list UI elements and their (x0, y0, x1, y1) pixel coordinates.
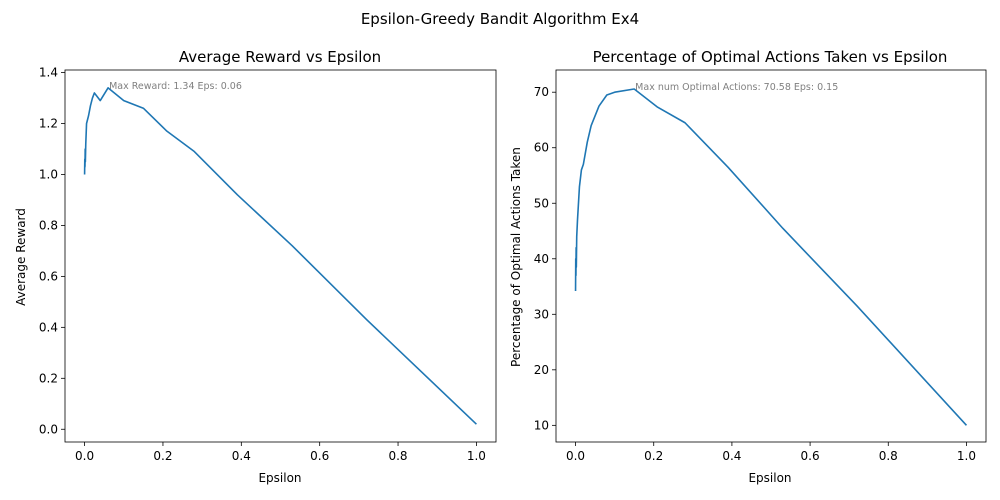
x-tick-label: 0.0 (566, 449, 585, 463)
x-tick-label: 1.0 (467, 449, 486, 463)
subplot-average-reward: Average Reward vs Epsilon Epsilon Averag… (14, 48, 497, 485)
x-tick-label: 0.6 (310, 449, 329, 463)
y-tick-label: 1.0 (39, 167, 58, 181)
x-axis-label: Epsilon (748, 471, 791, 485)
plot-frame (555, 69, 987, 443)
subplot-optimal-actions: Percentage of Optimal Actions Taken vs E… (509, 48, 987, 485)
x-tick-label: 1.0 (957, 449, 976, 463)
max-annotation: Max Reward: 1.34 Eps: 0.06 (109, 81, 242, 92)
max-annotation: Max num Optimal Actions: 70.58 Eps: 0.15 (635, 82, 838, 93)
y-tick-label: 0.4 (39, 320, 58, 334)
y-tick-label: 1.4 (39, 66, 58, 80)
x-tick-label: 0.8 (879, 449, 898, 463)
y-axis-label: Percentage of Optimal Actions Taken (509, 147, 523, 367)
x-tick-label: 0.2 (644, 449, 663, 463)
series-line (83, 87, 477, 425)
plot-frame (64, 69, 497, 443)
figure-suptitle: Epsilon-Greedy Bandit Algorithm Ex4 (361, 10, 639, 28)
x-tick-label: 0.6 (801, 449, 820, 463)
y-tick-label: 0.8 (39, 218, 58, 232)
subplot-title: Percentage of Optimal Actions Taken vs E… (593, 48, 948, 66)
y-tick-label: 70 (534, 85, 549, 99)
x-tick-label: 0.4 (722, 449, 741, 463)
x-axis-label: Epsilon (258, 471, 301, 485)
x-tick-label: 0.2 (153, 449, 172, 463)
x-tick-label: 0.8 (388, 449, 407, 463)
y-tick-label: 0.0 (39, 422, 58, 436)
y-tick-label: 0.6 (39, 269, 58, 283)
y-tick-label: 30 (534, 307, 549, 321)
subplot-title: Average Reward vs Epsilon (179, 48, 381, 66)
y-tick-label: 0.2 (39, 371, 58, 385)
x-tick-label: 0.0 (75, 449, 94, 463)
y-tick-label: 60 (534, 141, 549, 155)
y-tick-label: 20 (534, 363, 549, 377)
x-tick-label: 0.4 (232, 449, 251, 463)
y-tick-label: 1.2 (39, 117, 58, 131)
y-tick-label: 50 (534, 196, 549, 210)
y-tick-label: 40 (534, 252, 549, 266)
y-axis-label: Average Reward (14, 208, 28, 306)
y-tick-label: 10 (534, 418, 549, 432)
series-line (574, 88, 968, 426)
